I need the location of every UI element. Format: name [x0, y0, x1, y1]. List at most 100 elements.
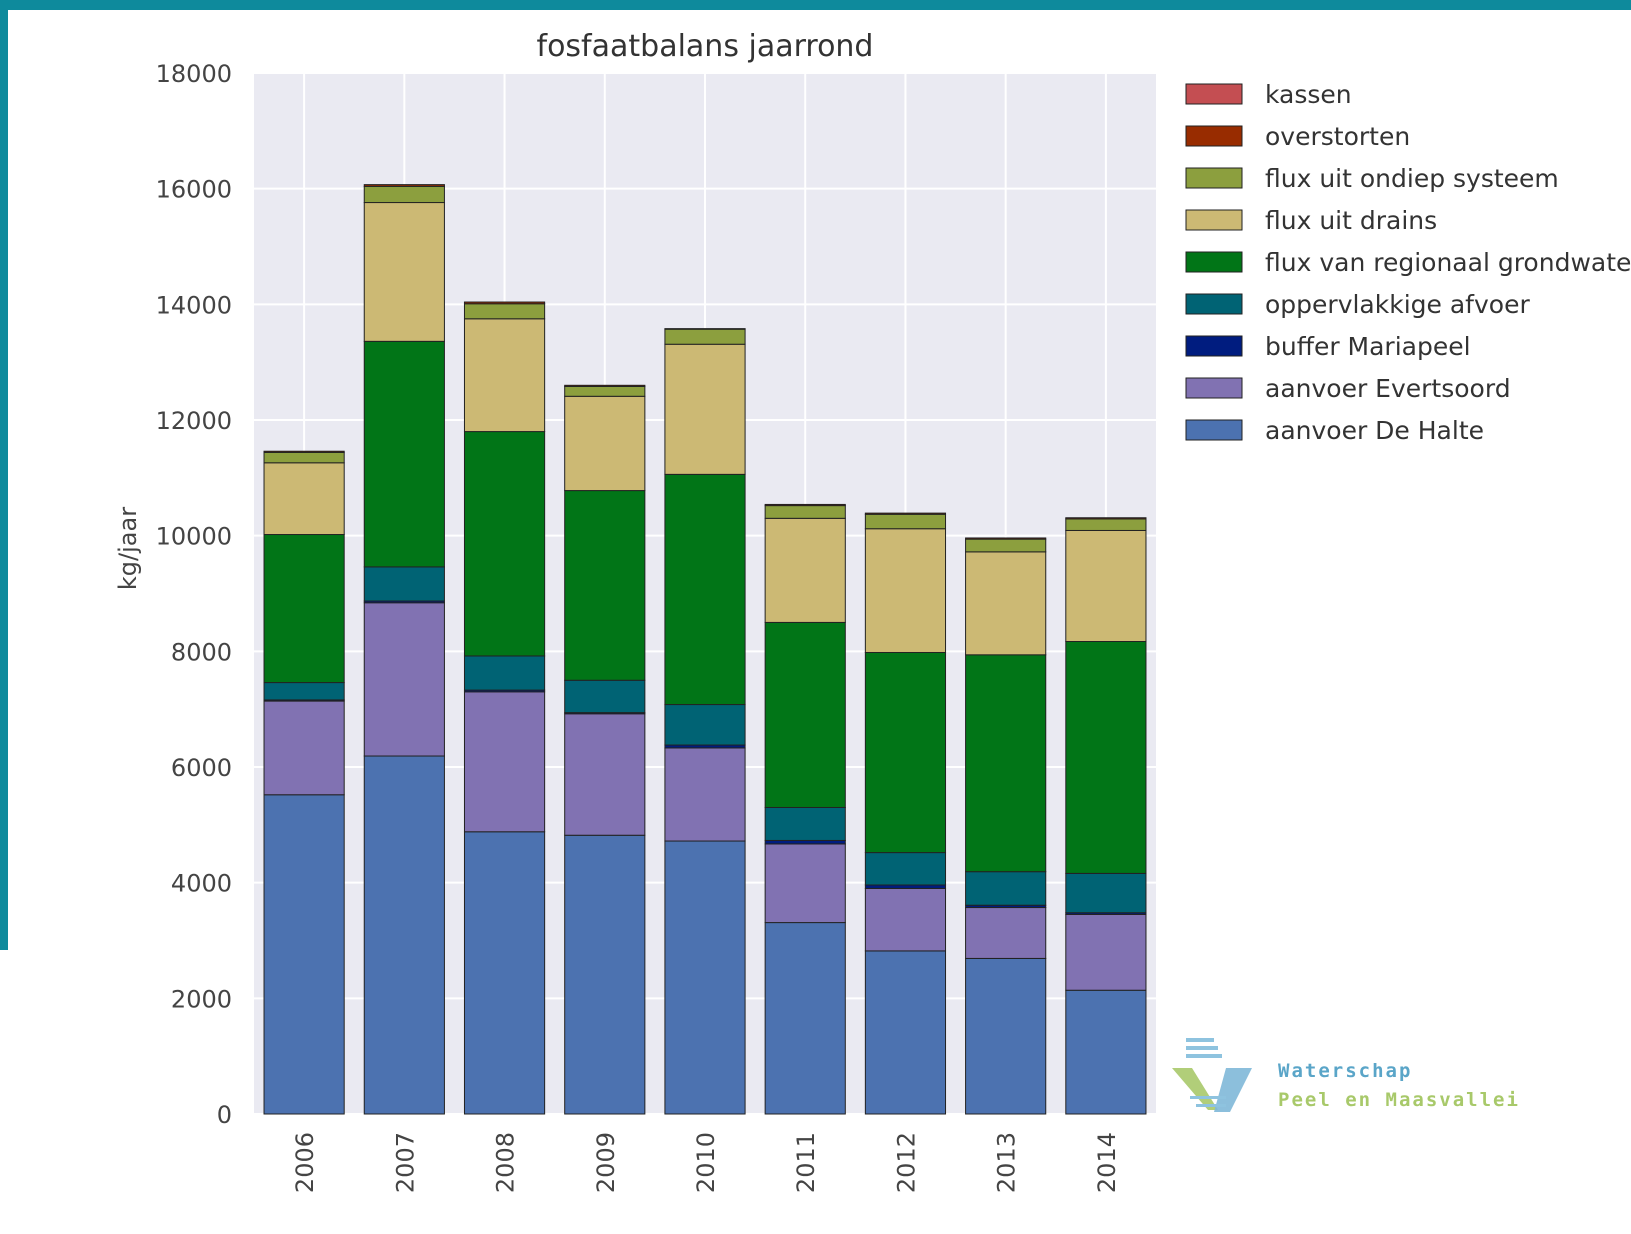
bar-segment: [263, 462, 345, 536]
legend-swatch: [1185, 377, 1243, 399]
bar-segment: [965, 538, 1047, 553]
bars: [263, 184, 1147, 1115]
bar-segment: [463, 831, 546, 1115]
y-tick-labels: 0 2000 4000 6000 8000 10000 12000 14000 16000 180…: [156, 60, 232, 1129]
bar-segment: [764, 517, 846, 623]
legend-label: flux van regionaal grondwater: [1265, 248, 1631, 277]
bar-segment: [463, 318, 546, 433]
bar-segment: [1065, 641, 1147, 874]
bar-segment: [363, 184, 445, 187]
bar-segment: [864, 512, 947, 515]
bar-segment: [363, 566, 445, 602]
y-tick-label: 16000: [156, 176, 232, 204]
bar-segment: [965, 654, 1047, 873]
x-tick-label: 2008: [492, 1132, 520, 1193]
frame-corner: [0, 950, 8, 1234]
bar-segment: [1065, 529, 1147, 643]
y-tick-label: 12000: [156, 407, 232, 435]
bar-segment: [564, 385, 646, 397]
legend-swatch: [1185, 293, 1243, 315]
y-tick-label: 0: [217, 1101, 232, 1129]
bar-segment: [1065, 517, 1147, 520]
bar-segment: [263, 700, 345, 796]
bar-segment: [864, 852, 947, 886]
legend-label: oppervlakkige afvoer: [1265, 290, 1530, 319]
legend-swatch: [1185, 209, 1243, 231]
bar-segment: [564, 490, 646, 681]
bar-segment: [1065, 872, 1147, 914]
bar-segment: [263, 534, 345, 684]
bar-segment: [463, 655, 546, 691]
x-tick-label: 2012: [892, 1132, 920, 1193]
bar-segment: [463, 431, 546, 657]
chart-title: fosfaatbalans jaarrond: [537, 29, 874, 64]
bar-segment: [463, 691, 546, 833]
bar-segment: [965, 907, 1047, 959]
x-tick-label: 2010: [692, 1132, 720, 1193]
bar-segment: [764, 503, 846, 507]
bar-segment: [764, 839, 846, 845]
bar-segment: [864, 651, 947, 854]
legend-label: flux uit drains: [1265, 206, 1437, 235]
bar-segment: [363, 185, 445, 204]
y-tick-label: 14000: [156, 291, 232, 319]
bar-segment: [463, 303, 546, 320]
x-tick-label: 2009: [592, 1132, 620, 1193]
legend-label: aanvoer Evertsoord: [1265, 374, 1511, 403]
bar-segment: [263, 682, 345, 701]
x-tick-label: 2014: [1093, 1132, 1121, 1193]
legend-swatch: [1185, 251, 1243, 273]
legend-swatch: [1185, 83, 1243, 105]
bar-segment: [864, 887, 947, 952]
x-tick-label: 2011: [792, 1132, 820, 1193]
bar-segment: [764, 806, 846, 841]
x-tick-label: 2013: [993, 1132, 1021, 1193]
bar-segment: [363, 202, 445, 342]
bar-segment: [664, 328, 746, 345]
bar-segment: [664, 704, 746, 746]
legend-label: overstorten: [1265, 122, 1410, 151]
bar-segment: [764, 843, 846, 924]
bar-segment: [564, 834, 646, 1115]
bar-segment: [564, 713, 646, 836]
y-tick-label: 4000: [171, 870, 232, 898]
legend-swatch: [1185, 335, 1243, 357]
bar-segment: [564, 395, 646, 492]
bar-segment: [965, 537, 1047, 540]
y-tick-label: 6000: [171, 754, 232, 782]
bar-segment: [965, 871, 1047, 906]
x-tick-labels: 2006 2007 2008 2009 2010 2011 2012 2013 2014: [291, 1132, 1121, 1193]
legend-swatch: [1185, 167, 1243, 189]
bar-segment: [263, 794, 345, 1115]
bar-segment: [965, 551, 1047, 656]
bar-segment: [1065, 989, 1147, 1115]
y-axis-label: kg/jaar: [114, 507, 142, 590]
bar-segment: [965, 957, 1047, 1115]
legend-label: flux uit ondiep systeem: [1265, 164, 1559, 193]
bar-segment: [564, 384, 646, 387]
logo-text-waterschap: Waterschap: [1278, 1060, 1412, 1082]
bar-segment: [864, 528, 947, 653]
bar-segment: [664, 343, 746, 475]
bar-segment: [1065, 913, 1147, 991]
bar-segment: [263, 450, 345, 453]
bar-segment: [864, 884, 947, 889]
logo-text-peel-en-maasvallei: Peel en Maasvallei: [1278, 1089, 1520, 1111]
y-tick-label: 10000: [156, 523, 232, 551]
bar-segment: [564, 679, 646, 714]
bar-segment: [363, 755, 445, 1115]
legend-label: aanvoer De Halte: [1265, 416, 1484, 445]
y-tick-label: 8000: [171, 638, 232, 666]
legend-swatch: [1185, 125, 1243, 147]
x-tick-label: 2007: [391, 1132, 419, 1193]
x-tick-label: 2006: [291, 1132, 319, 1193]
bar-segment: [363, 340, 445, 568]
legend: kassen overstorten flux uit ondiep systeem…: [1185, 80, 1631, 445]
bar-segment: [664, 747, 746, 842]
bar-segment: [664, 328, 746, 330]
bar-segment: [764, 922, 846, 1115]
bar-segment: [363, 602, 445, 757]
legend-label: buffer Mariapeel: [1265, 332, 1471, 361]
bar-segment: [1065, 518, 1147, 531]
